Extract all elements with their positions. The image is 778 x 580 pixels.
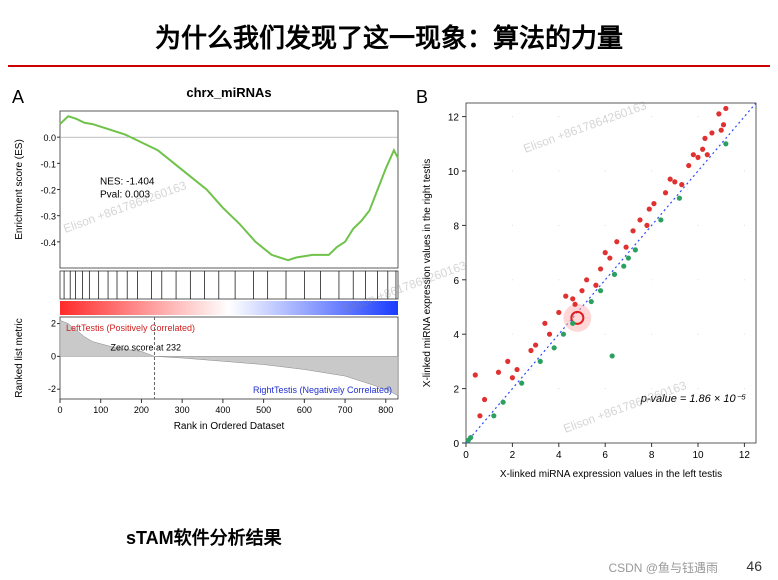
svg-text:Ranked list metric: Ranked list metric: [14, 318, 25, 397]
svg-text:chrx_miRNAs: chrx_miRNAs: [186, 85, 271, 100]
svg-text:10: 10: [692, 450, 704, 461]
svg-text:2: 2: [510, 450, 516, 461]
svg-text:0: 0: [51, 351, 56, 361]
title-underline: [8, 65, 770, 67]
svg-text:12: 12: [739, 450, 751, 461]
svg-text:700: 700: [338, 405, 353, 415]
svg-text:0: 0: [57, 405, 62, 415]
svg-text:-0.3: -0.3: [40, 212, 56, 222]
panel-b-label: B: [416, 87, 428, 108]
svg-text:300: 300: [175, 405, 190, 415]
svg-text:4: 4: [556, 450, 562, 461]
svg-text:800: 800: [378, 405, 393, 415]
svg-text:6: 6: [602, 450, 608, 461]
svg-text:-0.2: -0.2: [40, 186, 56, 196]
svg-text:0: 0: [463, 450, 469, 461]
svg-text:-0.1: -0.1: [40, 159, 56, 169]
svg-text:Pval: 0.003: Pval: 0.003: [100, 189, 150, 200]
svg-text:8: 8: [453, 221, 459, 232]
svg-text:-0.4: -0.4: [40, 238, 56, 248]
svg-text:10: 10: [448, 167, 460, 178]
figure-panels: A chrx_miRNAs 0.0 -0.1 -0.2 -0.3 -0.4 Enrichme…: [0, 79, 778, 550]
svg-text:200: 200: [134, 405, 149, 415]
svg-text:4: 4: [453, 330, 459, 341]
svg-text:X-linked miRNA expression valu: X-linked miRNA expression values in the …: [500, 469, 722, 480]
svg-text:RightTestis (Negatively Correl: RightTestis (Negatively Correlated): [253, 385, 392, 395]
panel-a-label: A: [12, 87, 24, 108]
svg-text:X-linked miRNA expression valu: X-linked miRNA expression values in the …: [422, 159, 433, 387]
svg-text:2: 2: [453, 385, 459, 396]
svg-text:8: 8: [649, 450, 655, 461]
panel-a-caption: sTAM软件分析结果: [126, 524, 406, 550]
svg-text:Zero score at 232: Zero score at 232: [110, 342, 181, 352]
svg-text:400: 400: [215, 405, 230, 415]
csdn-watermark: CSDN @鱼与钰遇雨: [608, 559, 718, 576]
panel-a: A chrx_miRNAs 0.0 -0.1 -0.2 -0.3 -0.4 Enrichme…: [6, 83, 406, 550]
panel-b-chart: 0 2 4 6 8 10 12 0 2 4 6 8 10 12 p-value = 1.86 × 10⁻⁵ X…: [410, 83, 770, 513]
svg-text:500: 500: [256, 405, 271, 415]
panel-a-chart: chrx_miRNAs 0.0 -0.1 -0.2 -0.3 -0.4 Enrichment…: [6, 83, 406, 513]
svg-text:12: 12: [448, 113, 460, 124]
svg-text:Rank in Ordered Dataset: Rank in Ordered Dataset: [174, 421, 285, 432]
svg-text:Enrichment score (ES): Enrichment score (ES): [14, 139, 25, 240]
svg-text:100: 100: [93, 405, 108, 415]
svg-text:0.0: 0.0: [43, 133, 56, 143]
svg-text:0: 0: [453, 439, 459, 450]
svg-text:6: 6: [453, 276, 459, 287]
svg-text:-2: -2: [48, 384, 56, 394]
panel-b: B 0 2 4 6 8 10 12 0 2 4 6 8 10 12 p-value = 1.86 × 10⁻…: [410, 83, 770, 550]
page-number: 46: [746, 558, 762, 574]
svg-text:LeftTestis (Positively Correla: LeftTestis (Positively Correlated): [66, 323, 195, 333]
svg-text:600: 600: [297, 405, 312, 415]
svg-text:2: 2: [51, 319, 56, 329]
slide-title: 为什么我们发现了这一现象：算法的力量: [0, 0, 778, 65]
svg-text:p-value = 1.86 × 10⁻⁵: p-value = 1.86 × 10⁻⁵: [640, 393, 747, 405]
svg-text:NES: -1.404: NES: -1.404: [100, 176, 155, 187]
